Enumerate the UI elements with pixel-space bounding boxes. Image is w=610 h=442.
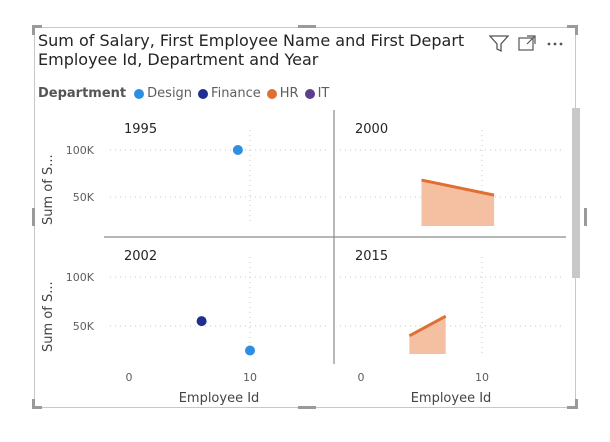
resize-handle-bottom-left[interactable] (32, 406, 42, 409)
resize-handle-bottom-right[interactable] (567, 406, 578, 409)
y-tick-top-100k: 100K (66, 144, 95, 157)
visual-title: Sum of Salary, First Employee Name and F… (38, 31, 508, 69)
x-tick-left-0: 0 (126, 371, 133, 384)
resize-handle-left-middle[interactable] (32, 208, 35, 226)
legend-label-design: Design (147, 86, 193, 101)
x-axis-title-right: Employee Id (411, 391, 492, 406)
area-2015-hr[interactable] (409, 316, 446, 354)
legend: Department Design Finance HR IT (38, 86, 335, 101)
more-options-icon[interactable] (544, 33, 566, 53)
filter-icon[interactable] (488, 33, 510, 53)
focus-mode-icon[interactable] (516, 33, 538, 53)
panel-title-1995: 1995 (124, 122, 157, 137)
resize-handle-bottom-center[interactable] (298, 406, 316, 409)
resize-handle-bottom-right-v[interactable] (575, 399, 578, 409)
resize-handle-top-left-v[interactable] (32, 25, 35, 35)
visual-title-line1: Sum of Salary, First Employee Name and F… (38, 31, 465, 50)
point-2002-design-0[interactable] (245, 345, 255, 356)
y-tick-top-50k: 50K (73, 191, 95, 204)
legend-label-it: IT (317, 86, 330, 101)
legend-label-finance: Finance (211, 86, 261, 101)
resize-handle-bottom-left-v[interactable] (32, 399, 35, 409)
visual-header-icons (488, 33, 566, 53)
legend-marker-it (304, 88, 315, 99)
panel-title-2002: 2002 (124, 249, 157, 264)
y-tick-bottom-50k: 50K (73, 320, 95, 333)
point-2002-finance-0[interactable] (196, 316, 207, 327)
legend-marker-hr (266, 88, 277, 99)
resize-handle-top-right-v[interactable] (575, 25, 578, 35)
legend-item-design[interactable]: Design (134, 86, 192, 101)
vertical-scrollbar[interactable] (572, 108, 580, 278)
resize-handle-right-middle[interactable] (584, 208, 587, 226)
y-axis-title-bottom: Sum of S... (41, 281, 56, 352)
legend-item-hr[interactable]: HR (266, 86, 299, 101)
panel-title-2000: 2000 (355, 122, 388, 137)
x-axis-title-left: Employee Id (179, 391, 260, 406)
x-tick-left-10: 10 (243, 371, 257, 384)
legend-marker-finance (198, 88, 209, 99)
legend-item-it[interactable]: IT (304, 86, 330, 101)
y-tick-bottom-100k: 100K (66, 271, 95, 284)
visual-title-line2: Employee Id, Department and Year (38, 50, 319, 69)
resize-handle-top-center[interactable] (298, 25, 316, 28)
line-2000-hr[interactable] (421, 178, 495, 197)
chart-marks (110, 130, 562, 356)
legend-marker-design (134, 88, 145, 99)
legend-label-hr: HR (279, 86, 299, 101)
x-tick-right-10: 10 (475, 371, 489, 384)
y-axis-title-top: Sum of S... (41, 154, 56, 225)
line-2015-hr[interactable] (408, 314, 447, 338)
legend-item-finance[interactable]: Finance (198, 86, 261, 101)
resize-handle-top-left[interactable] (32, 25, 42, 28)
x-tick-right-0: 0 (358, 371, 365, 384)
point-1995-design-0[interactable] (232, 145, 243, 155)
resize-handle-top-right[interactable] (567, 25, 578, 28)
panel-title-2015: 2015 (355, 249, 388, 264)
legend-title: Department (38, 86, 127, 101)
